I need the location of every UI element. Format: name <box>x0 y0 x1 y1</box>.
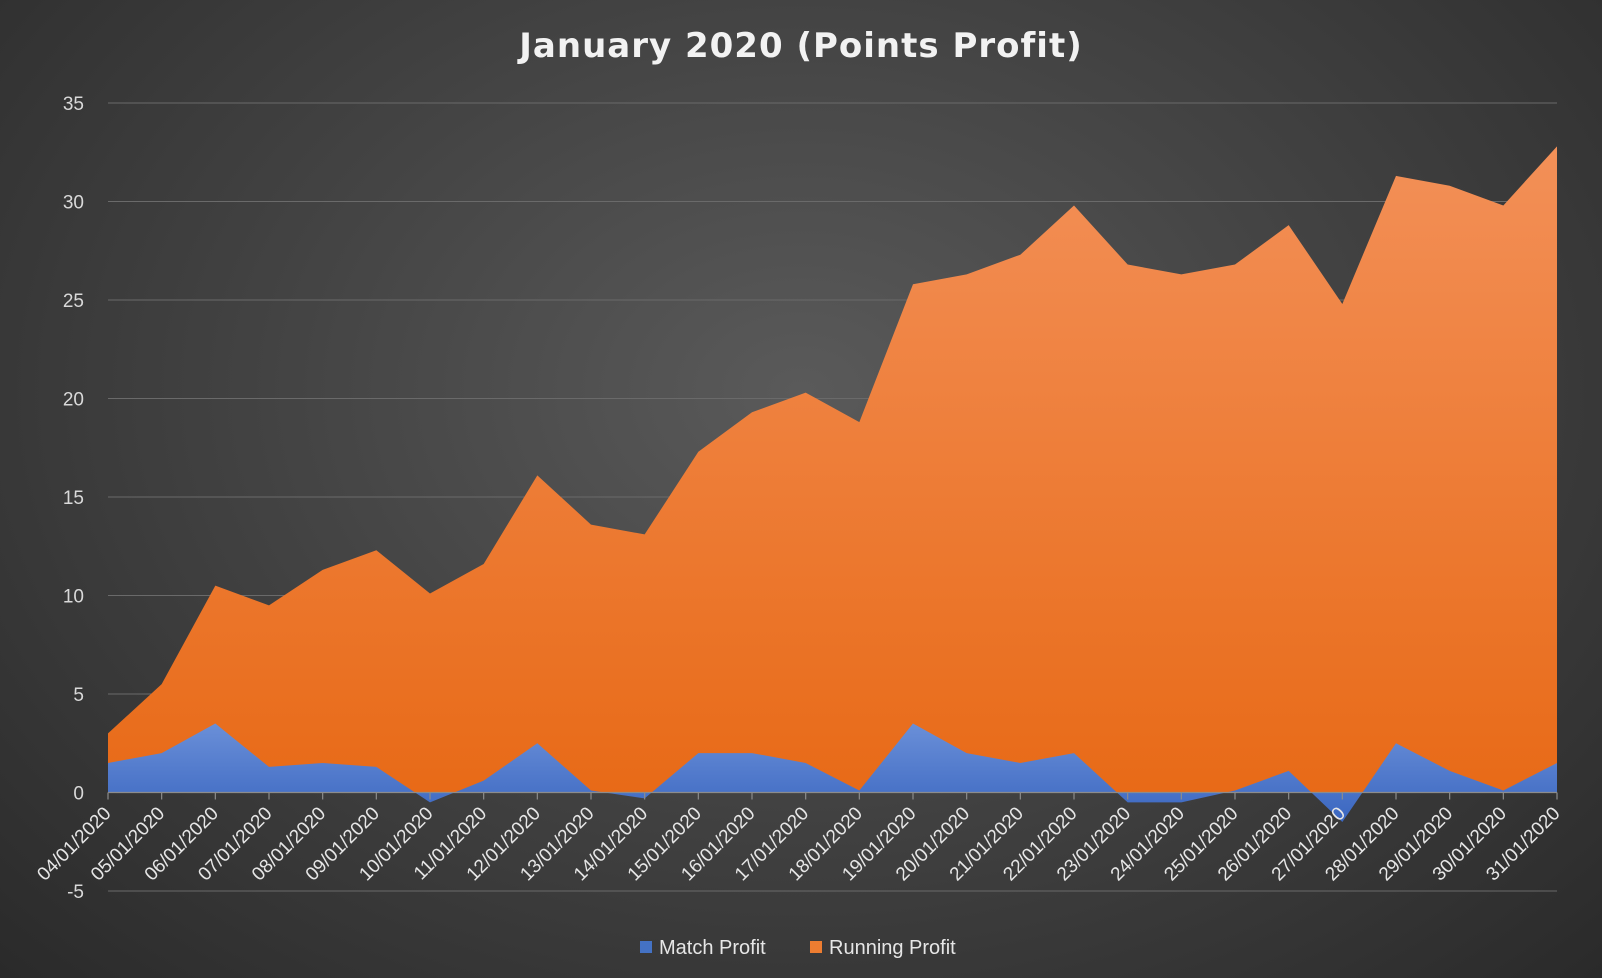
area-match-profit <box>108 723 1557 823</box>
y-tick-label--5: -5 <box>67 882 84 903</box>
legend: Match Profit Running Profit <box>640 937 956 959</box>
area-running-profit <box>108 146 1557 793</box>
chart-title: January 2020 (Points Profit) <box>517 26 1082 66</box>
legend-label-match-profit: Match Profit <box>659 937 766 959</box>
y-tick-label-0: 0 <box>73 784 84 805</box>
axis-layer <box>107 791 1558 800</box>
legend-swatch-running-profit <box>810 941 822 953</box>
y-tick-label-20: 20 <box>63 390 84 411</box>
y-tick-label-25: 25 <box>63 291 84 312</box>
legend-swatch-match-profit <box>640 941 652 953</box>
y-tick-label-15: 15 <box>63 488 84 509</box>
x-axis-tick-labels: 04/01/202005/01/202006/01/202007/01/2020… <box>33 803 1564 885</box>
y-tick-label-10: 10 <box>63 587 84 608</box>
legend-label-running-profit: Running Profit <box>829 937 956 959</box>
y-tick-label-5: 5 <box>73 685 84 706</box>
y-tick-label-30: 30 <box>63 193 84 214</box>
y-tick-label-35: 35 <box>63 94 84 115</box>
series-layer <box>108 146 1557 823</box>
